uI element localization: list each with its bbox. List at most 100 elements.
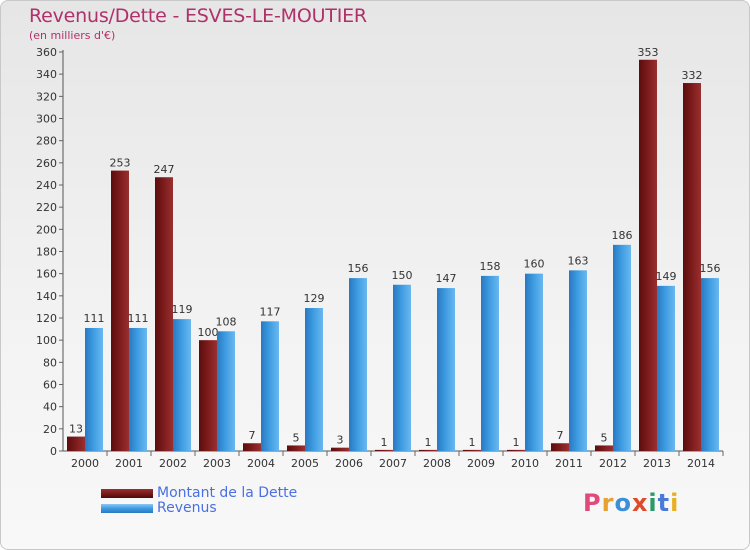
legend-swatch-dette: [101, 489, 153, 498]
chart-title: Revenus/Dette - ESVES-LE-MOUTIER: [29, 5, 367, 27]
bar-revenus-2003: [217, 331, 235, 451]
y-tick-label: 320: [36, 90, 57, 103]
logo-letter: o: [614, 489, 632, 517]
bar-revenus-2010: [525, 273, 543, 451]
bar-revenus-2001: [129, 327, 147, 451]
x-tick-label-2013: 2013: [643, 457, 671, 470]
proxiti-logo: Proxiti: [583, 489, 679, 517]
data-label-dette-2005: 5: [293, 431, 300, 444]
bar-dette-2013: [639, 59, 657, 452]
x-tick-label-2006: 2006: [335, 457, 363, 470]
y-tick-label: 100: [36, 334, 57, 347]
data-label-revenus-2011: 163: [568, 254, 589, 267]
y-tick-label: 300: [36, 113, 57, 126]
bar-dette-2014: [683, 83, 701, 452]
bar-revenus-2011: [569, 270, 587, 451]
bar-dette-2004: [243, 443, 261, 451]
bar-dette-2001: [111, 170, 129, 451]
logo-letter: t: [657, 489, 671, 517]
bar-dette-2005: [287, 445, 305, 451]
data-label-dette-2010: 1: [513, 436, 520, 449]
data-label-revenus-2012: 186: [612, 229, 633, 242]
data-label-revenus-2005: 129: [304, 292, 325, 305]
bar-dette-2009: [463, 449, 481, 451]
y-tick-label: 180: [36, 246, 57, 259]
legend-label-dette: Montant de la Dette: [157, 485, 298, 501]
bar-revenus-2004: [261, 321, 279, 451]
data-label-dette-2006: 3: [337, 434, 344, 447]
x-tick-label-2007: 2007: [379, 457, 407, 470]
y-tick-label: 240: [36, 179, 57, 192]
logo-letter: x: [631, 489, 649, 517]
y-tick-label: 80: [43, 356, 57, 369]
data-label-dette-2004: 7: [249, 429, 256, 442]
logo-letter: i: [670, 489, 680, 517]
data-label-revenus-2004: 117: [260, 305, 281, 318]
data-label-dette-2014: 332: [682, 69, 703, 82]
data-label-revenus-2003: 108: [216, 315, 237, 328]
bar-revenus-2000: [85, 327, 103, 451]
x-tick-label-2014: 2014: [687, 457, 715, 470]
x-tick-label-2003: 2003: [203, 457, 231, 470]
bar-dette-2012: [595, 445, 613, 451]
bar-dette-2010: [507, 449, 525, 451]
x-tick-label-2001: 2001: [115, 457, 143, 470]
data-label-dette-2009: 1: [469, 436, 476, 449]
data-label-revenus-2010: 160: [524, 258, 545, 271]
bar-dette-2008: [419, 449, 437, 451]
logo-letter: r: [601, 489, 615, 517]
y-tick-label: 340: [36, 68, 57, 81]
bar-dette-2003: [199, 340, 217, 451]
bar-revenus-2006: [349, 278, 367, 451]
y-tick-label: 360: [36, 46, 57, 59]
data-label-dette-2012: 5: [601, 431, 608, 444]
bar-revenus-2009: [481, 275, 499, 451]
x-tick-label-2008: 2008: [423, 457, 451, 470]
y-tick-label: 40: [43, 401, 57, 414]
x-tick-label-2011: 2011: [555, 457, 583, 470]
data-label-dette-2002: 247: [154, 163, 175, 176]
bar-revenus-2008: [437, 288, 455, 451]
bar-dette-2011: [551, 443, 569, 451]
y-tick-label: 200: [36, 223, 57, 236]
x-tick-label-2002: 2002: [159, 457, 187, 470]
data-label-revenus-2009: 158: [480, 260, 501, 273]
data-label-revenus-2001: 111: [128, 312, 149, 325]
y-tick-label: 20: [43, 423, 57, 436]
bar-revenus-2013: [657, 285, 675, 451]
y-tick-label: 120: [36, 312, 57, 325]
bar-dette-2002: [155, 177, 173, 451]
data-label-dette-2007: 1: [381, 436, 388, 449]
y-tick-label: 60: [43, 379, 57, 392]
data-label-dette-2000: 13: [69, 423, 83, 436]
data-label-revenus-2014: 156: [700, 262, 721, 275]
bar-dette-2006: [331, 447, 349, 451]
x-tick-label-2012: 2012: [599, 457, 627, 470]
bar-dette-2000: [67, 436, 85, 451]
data-label-revenus-2000: 111: [84, 312, 105, 325]
bar-revenus-2007: [393, 284, 411, 451]
chart-subtitle: (en milliers d'€): [29, 29, 116, 42]
data-label-dette-2008: 1: [425, 436, 432, 449]
legend-swatch-revenus: [101, 504, 153, 513]
y-tick-label: 160: [36, 268, 57, 281]
data-label-dette-2003: 100: [198, 326, 219, 339]
x-tick-label-2005: 2005: [291, 457, 319, 470]
logo-letter: P: [583, 489, 602, 517]
bar-revenus-2002: [173, 319, 191, 451]
data-label-revenus-2007: 150: [392, 269, 413, 282]
data-label-dette-2013: 353: [638, 46, 659, 59]
y-tick-label: 220: [36, 201, 57, 214]
logo-letter: i: [648, 489, 658, 517]
bar-revenus-2005: [305, 308, 323, 451]
y-tick-label: 0: [50, 445, 57, 458]
y-tick-label: 280: [36, 135, 57, 148]
y-tick-label: 140: [36, 290, 57, 303]
x-tick-label-2004: 2004: [247, 457, 275, 470]
data-label-dette-2011: 7: [557, 429, 564, 442]
data-label-dette-2001: 253: [110, 157, 131, 170]
y-tick-label: 260: [36, 157, 57, 170]
data-label-revenus-2008: 147: [436, 272, 457, 285]
